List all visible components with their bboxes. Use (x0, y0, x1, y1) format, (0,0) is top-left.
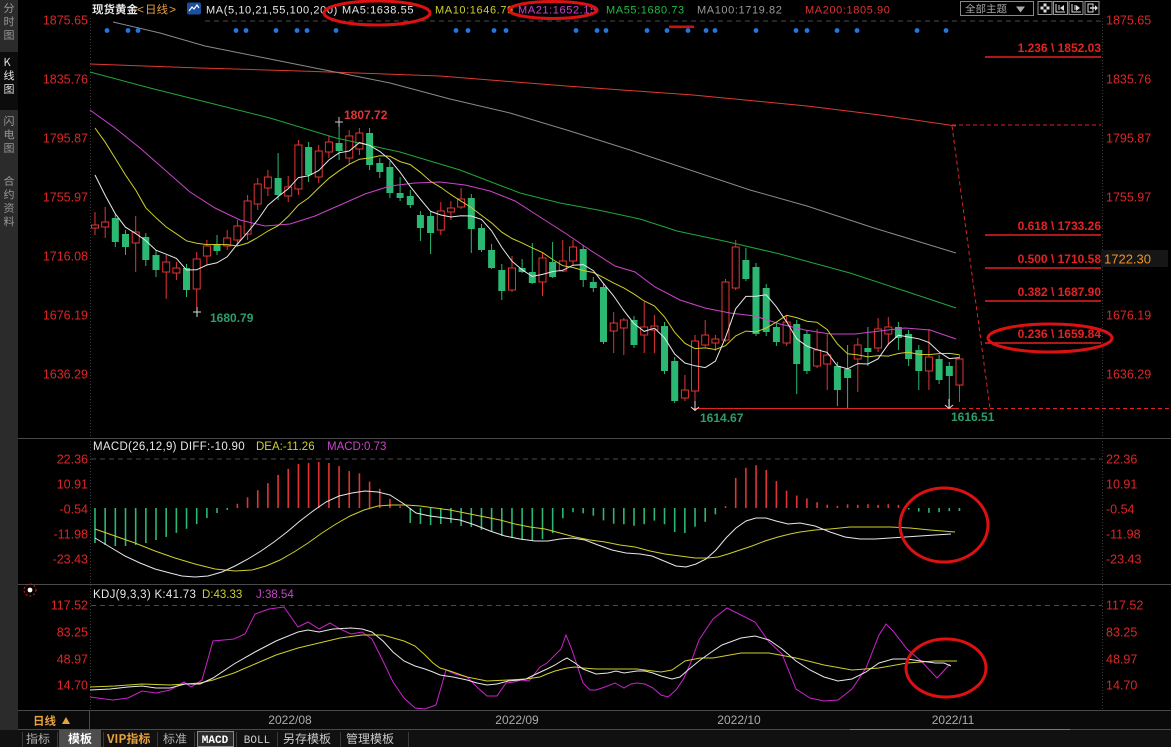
svg-text:MA21:1652.15: MA21:1652.15 (518, 5, 597, 17)
svg-text:2022/08: 2022/08 (268, 713, 312, 727)
svg-text:1835.76: 1835.76 (1106, 73, 1151, 87)
svg-text:MA10:1646.79: MA10:1646.79 (435, 5, 514, 17)
svg-text:1636.29: 1636.29 (1106, 368, 1151, 382)
svg-text:MA5:1638.55: MA5:1638.55 (342, 5, 414, 17)
svg-text:10.91: 10.91 (57, 478, 88, 492)
svg-text:1716.08: 1716.08 (43, 250, 88, 264)
svg-text:-11.98: -11.98 (1106, 528, 1141, 542)
svg-text:22.36: 22.36 (1106, 453, 1137, 467)
svg-text:MACD: MACD (202, 735, 229, 747)
svg-text:1722.30: 1722.30 (1104, 252, 1151, 267)
svg-text:48.97: 48.97 (57, 653, 88, 667)
svg-text:BOLL: BOLL (244, 735, 270, 747)
svg-text:1875.65: 1875.65 (1106, 14, 1151, 28)
svg-text:MA200:1805.90: MA200:1805.90 (805, 5, 890, 17)
svg-text:-23.43: -23.43 (53, 553, 88, 567)
svg-text:0.618 \ 1733.26: 0.618 \ 1733.26 (1018, 219, 1102, 233)
svg-text:1676.19: 1676.19 (1106, 309, 1151, 323)
svg-text:1676.19: 1676.19 (43, 309, 88, 323)
svg-text:1755.97: 1755.97 (43, 191, 88, 205)
svg-text:-0.54: -0.54 (60, 503, 89, 517)
svg-text:-23.43: -23.43 (1106, 553, 1141, 567)
svg-text:J:38.54: J:38.54 (256, 589, 294, 601)
svg-text:1835.76: 1835.76 (43, 73, 88, 87)
svg-text:2022/11: 2022/11 (932, 713, 975, 727)
svg-text:2022/09: 2022/09 (495, 713, 539, 727)
svg-text:D:43.33: D:43.33 (202, 589, 242, 601)
svg-text:117.52: 117.52 (51, 599, 88, 613)
svg-text:>: > (169, 3, 176, 17)
svg-text:14.70: 14.70 (1106, 679, 1137, 693)
svg-text:83.25: 83.25 (57, 626, 88, 640)
svg-text:117.52: 117.52 (1106, 599, 1143, 613)
svg-text:1795.87: 1795.87 (43, 132, 88, 146)
svg-text:<: < (137, 3, 144, 17)
svg-text:0.236 \ 1659.84: 0.236 \ 1659.84 (1018, 327, 1102, 341)
svg-text:48.97: 48.97 (1106, 653, 1137, 667)
svg-text:83.25: 83.25 (1106, 626, 1137, 640)
svg-text:MACD(26,12,9) DIFF:-10.90: MACD(26,12,9) DIFF:-10.90 (93, 441, 245, 453)
svg-text:10.91: 10.91 (1106, 478, 1137, 492)
svg-text:14.70: 14.70 (57, 679, 88, 693)
svg-text:1636.29: 1636.29 (43, 368, 88, 382)
svg-text:KDJ(9,3,3) K:41.73: KDJ(9,3,3) K:41.73 (93, 589, 196, 601)
svg-text:22.36: 22.36 (57, 453, 88, 467)
svg-text:2022/10: 2022/10 (717, 713, 761, 727)
svg-text:-0.54: -0.54 (1106, 503, 1135, 517)
svg-text:1807.72: 1807.72 (344, 108, 388, 122)
svg-text:MACD:0.73: MACD:0.73 (327, 441, 386, 453)
svg-text:MA55:1680.73: MA55:1680.73 (606, 5, 685, 17)
svg-text:0.500 \ 1710.58: 0.500 \ 1710.58 (1018, 252, 1102, 266)
svg-text:MA100:1719.82: MA100:1719.82 (697, 5, 782, 17)
svg-text:0.382 \ 1687.90: 0.382 \ 1687.90 (1018, 285, 1102, 299)
svg-text:1795.87: 1795.87 (1106, 132, 1151, 146)
svg-text:1614.67: 1614.67 (700, 411, 744, 425)
svg-text:1755.97: 1755.97 (1106, 191, 1151, 205)
svg-text:1.236 \ 1852.03: 1.236 \ 1852.03 (1018, 41, 1102, 55)
svg-text:1875.65: 1875.65 (43, 14, 88, 28)
svg-text:DEA:-11.26: DEA:-11.26 (256, 441, 315, 453)
svg-text:1680.79: 1680.79 (210, 311, 254, 325)
svg-text:-11.98: -11.98 (53, 528, 88, 542)
svg-text:1616.51: 1616.51 (951, 410, 995, 424)
svg-text:MA(5,10,21,55,100,200): MA(5,10,21,55,100,200) (206, 5, 338, 17)
